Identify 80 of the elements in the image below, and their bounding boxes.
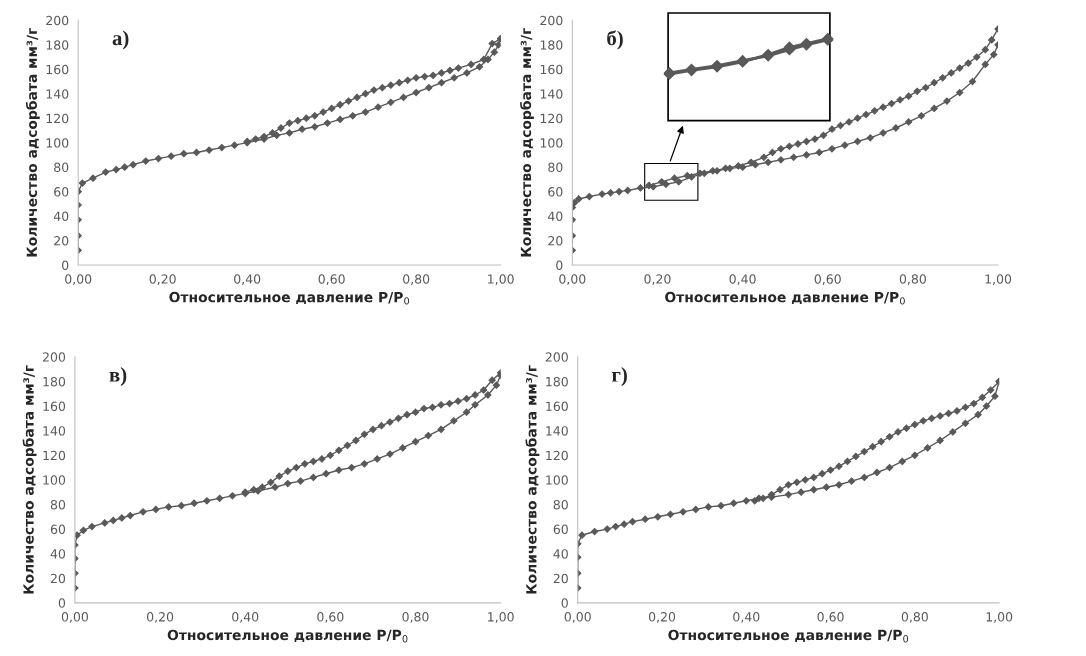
x-tick-label: 0,80	[402, 612, 429, 623]
y-tick-label: 160	[46, 64, 69, 75]
x-tick-label: 1,00	[986, 612, 1013, 623]
y-tick-label: 20	[548, 236, 563, 246]
x-tick-label: 0,00	[61, 612, 89, 623]
y-tick-label: 40	[553, 549, 568, 559]
x-tick-label: 0,20	[146, 612, 174, 623]
y-tick-label: 40	[50, 549, 66, 559]
y-tick-label: 60	[553, 524, 568, 534]
y-tick-label: 20	[553, 573, 568, 584]
x-tick-label: 0,40	[733, 612, 760, 623]
y-tick-label: 200	[42, 352, 66, 362]
x-tick-label: 0,40	[232, 612, 259, 623]
y-tick-label: 0	[556, 260, 563, 270]
y-tick-label: 80	[54, 162, 69, 173]
x-tick-label: 0,00	[564, 612, 591, 623]
x-tick-label: 0,20	[648, 612, 676, 623]
y-tick-label: 40	[548, 211, 563, 222]
x-tick-label: 0,80	[899, 274, 926, 285]
x-tick-label: 0,40	[729, 274, 756, 285]
y-tick-label: 20	[54, 236, 69, 246]
y-tick-label: 0	[561, 598, 568, 608]
y-tick-label: 60	[54, 187, 69, 197]
annotation: а)	[112, 30, 129, 50]
y-tick-label: 100	[46, 138, 69, 148]
y-tick-label: 40	[53, 211, 69, 222]
y-tick-label: 100	[546, 475, 568, 485]
x-axis-title: Относительное давление P/P$_{0}$	[167, 629, 408, 643]
x-tick-label: 0,40	[234, 274, 261, 285]
x-tick-label: 0,00	[65, 274, 92, 285]
annotation: г)	[612, 367, 627, 386]
annotation: в)	[109, 367, 127, 386]
y-tick-label: 120	[46, 113, 69, 124]
y-tick-label: 0	[62, 260, 69, 270]
y-tick-label: 120	[540, 113, 563, 124]
y-tick-label: 180	[546, 376, 568, 387]
y-tick-label: 20	[50, 573, 66, 584]
y-tick-label: 140	[43, 426, 66, 436]
y-tick-label: 80	[553, 499, 568, 510]
y-tick-label: 140	[546, 426, 568, 436]
x-tick-label: 1,00	[985, 274, 1012, 285]
x-tick-label: 0,60	[814, 274, 841, 285]
y-tick-label: 180	[46, 40, 69, 50]
y-axis-title: Количество адсорбата мм³/г	[25, 28, 40, 257]
annotation: б)	[607, 30, 623, 50]
y-tick-label: 160	[43, 401, 66, 411]
y-tick-label: 60	[548, 187, 563, 197]
y-tick-label: 100	[43, 475, 66, 485]
x-axis-title: Относительное давление P/P$_{0}$	[665, 291, 905, 305]
y-tick-label: 200	[545, 352, 568, 362]
y-tick-label: 160	[540, 64, 563, 75]
x-tick-label: 1,00	[488, 612, 514, 623]
x-tick-label: 0,60	[817, 612, 844, 623]
x-tick-label: 0,60	[317, 612, 344, 623]
x-tick-label: 0,00	[559, 274, 586, 285]
y-axis-title: Количество адсорбата мм³/г	[525, 365, 540, 594]
y-tick-label: 180	[540, 40, 563, 50]
x-tick-label: 0,20	[149, 274, 176, 285]
x-tick-label: 0,80	[901, 612, 928, 623]
x-axis-title: Относительное давление P/P$_{0}$	[668, 629, 909, 643]
y-tick-label: 120	[43, 450, 66, 461]
y-axis-title: Количество адсорбата мм³/г	[519, 28, 534, 257]
y-tick-label: 80	[548, 162, 563, 173]
x-tick-label: 1,00	[488, 274, 514, 285]
x-tick-label: 0,60	[318, 274, 345, 285]
y-axis-title: Количество адсорбата мм³/г	[22, 365, 37, 594]
y-tick-label: 200	[46, 15, 69, 26]
y-tick-label: 160	[546, 401, 568, 411]
y-tick-label: 80	[50, 499, 66, 510]
y-tick-label: 140	[540, 89, 563, 99]
y-tick-label: 140	[46, 89, 69, 99]
x-tick-label: 0,80	[403, 274, 430, 285]
y-tick-label: 100	[540, 138, 563, 148]
x-axis-title: Относительное давление P/P$_{0}$	[169, 291, 410, 305]
y-tick-label: 0	[58, 598, 66, 608]
y-tick-label: 200	[540, 15, 563, 26]
y-tick-label: 60	[50, 524, 66, 534]
y-tick-label: 120	[546, 450, 568, 461]
x-tick-label: 0,20	[644, 274, 671, 285]
y-tick-label: 180	[43, 376, 66, 387]
